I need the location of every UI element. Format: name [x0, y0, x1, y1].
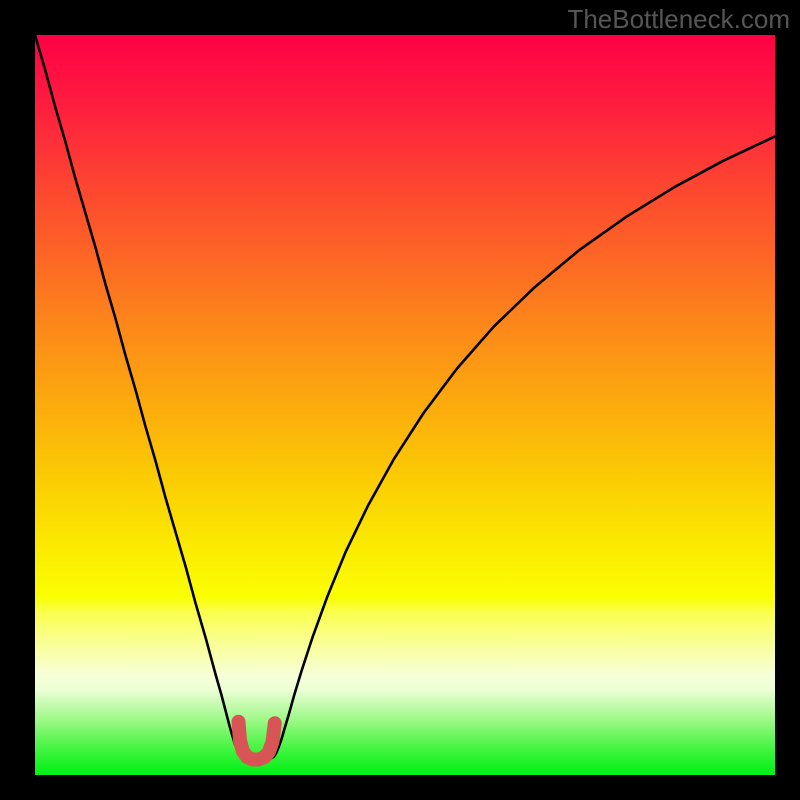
watermark-text: TheBottleneck.com: [567, 4, 790, 35]
plot-area: [35, 35, 775, 775]
gradient-background: [35, 35, 775, 775]
bottleneck-chart: [35, 35, 775, 775]
